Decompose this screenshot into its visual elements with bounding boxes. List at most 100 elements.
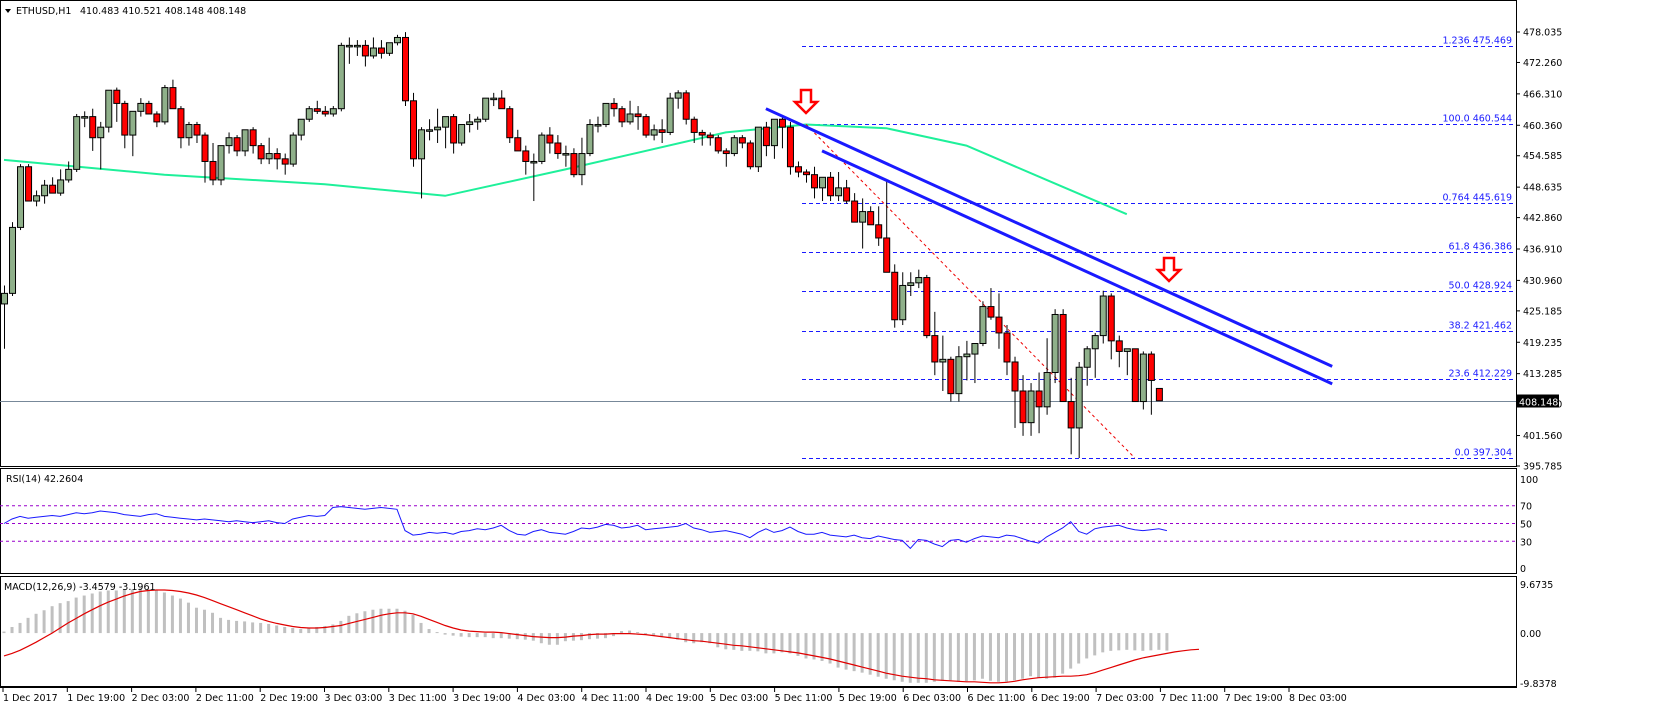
candle[interactable] (851, 193, 859, 223)
candle[interactable] (923, 274, 931, 339)
candle[interactable] (514, 129, 522, 152)
candle[interactable] (1099, 290, 1107, 344)
candle[interactable] (626, 100, 634, 125)
candle[interactable] (1003, 325, 1011, 376)
candle[interactable] (129, 110, 137, 157)
candle[interactable] (554, 135, 562, 159)
candle[interactable] (562, 145, 570, 167)
candle[interactable] (1035, 372, 1043, 434)
candle[interactable] (65, 161, 73, 183)
candle[interactable] (1019, 375, 1027, 436)
candle[interactable] (522, 145, 530, 175)
candle[interactable] (490, 92, 498, 107)
candle[interactable] (265, 137, 273, 165)
candle[interactable] (706, 132, 714, 146)
candle[interactable] (602, 102, 610, 128)
candle[interactable] (1, 285, 8, 349)
collapse-triangle-icon[interactable] (5, 9, 11, 13)
macd-chart[interactable] (2, 588, 1200, 684)
resistance-trendline[interactable] (765, 107, 1333, 368)
candle[interactable] (450, 113, 458, 154)
candle[interactable] (113, 87, 121, 122)
candle[interactable] (538, 132, 546, 165)
candle[interactable] (233, 135, 241, 157)
candle[interactable] (321, 106, 329, 117)
candle[interactable] (458, 124, 466, 146)
candle[interactable] (650, 124, 658, 141)
candle[interactable] (1115, 335, 1123, 368)
candle[interactable] (827, 172, 835, 202)
candle[interactable] (89, 108, 97, 151)
candle[interactable] (161, 84, 169, 125)
candle[interactable] (899, 272, 907, 326)
candle[interactable] (297, 118, 305, 141)
candle[interactable] (578, 137, 586, 186)
candle[interactable] (666, 92, 674, 136)
candle[interactable] (121, 100, 129, 149)
candle[interactable] (1043, 338, 1051, 415)
candle[interactable] (185, 121, 193, 146)
candle[interactable] (915, 269, 923, 289)
candle[interactable] (746, 140, 754, 170)
candle[interactable] (1051, 309, 1059, 384)
candle[interactable] (907, 272, 915, 297)
candle[interactable] (73, 113, 81, 173)
candle[interactable] (955, 346, 963, 402)
candle[interactable] (273, 148, 281, 170)
candle[interactable] (891, 264, 899, 328)
candle[interactable] (794, 161, 802, 178)
candle[interactable] (947, 356, 955, 402)
candle[interactable] (329, 106, 337, 117)
candle[interactable] (618, 106, 626, 128)
rsi-chart[interactable] (0, 505, 1516, 550)
candle[interactable] (722, 148, 730, 167)
candle[interactable] (1139, 351, 1147, 410)
candle[interactable] (819, 176, 827, 202)
candle[interactable] (594, 116, 602, 133)
candle[interactable] (426, 119, 434, 141)
candle[interactable] (25, 164, 33, 202)
candle[interactable] (9, 222, 17, 297)
candle[interactable] (762, 121, 770, 157)
candle[interactable] (1091, 332, 1099, 378)
candle[interactable] (17, 164, 25, 231)
candle[interactable] (931, 311, 939, 376)
candle[interactable] (1147, 351, 1155, 415)
candle[interactable] (482, 97, 490, 122)
candle[interactable] (682, 90, 690, 125)
candle[interactable] (41, 179, 49, 204)
candle[interactable] (610, 98, 618, 117)
candle[interactable] (714, 135, 722, 154)
price-chart[interactable]: 1.236 475.469 100.0 460.544 0.764 445.619 6… (0, 32, 1516, 459)
candle[interactable] (377, 40, 385, 59)
candle[interactable] (859, 198, 867, 249)
candle[interactable] (1083, 346, 1091, 386)
candle[interactable] (177, 106, 185, 149)
candle[interactable] (835, 172, 843, 202)
candle[interactable] (418, 127, 426, 199)
resistance-trendline[interactable] (821, 149, 1333, 386)
candle[interactable] (434, 108, 442, 143)
candle[interactable] (257, 142, 265, 165)
candle[interactable] (49, 177, 57, 194)
candle[interactable] (385, 42, 393, 56)
candle[interactable] (393, 34, 401, 46)
candle[interactable] (169, 79, 177, 110)
candle[interactable] (843, 179, 851, 204)
candle[interactable] (1027, 383, 1035, 436)
candle[interactable] (337, 42, 345, 112)
candle[interactable] (33, 190, 41, 207)
candle[interactable] (498, 90, 506, 110)
candle[interactable] (281, 153, 289, 175)
candle[interactable] (353, 40, 361, 56)
candle[interactable] (402, 32, 409, 107)
candle[interactable] (642, 113, 650, 138)
candle[interactable] (193, 121, 201, 143)
candle[interactable] (995, 293, 1003, 349)
candle[interactable] (1011, 356, 1019, 428)
candle[interactable] (987, 288, 995, 320)
candle[interactable] (730, 135, 738, 157)
candle[interactable] (81, 111, 89, 128)
candle[interactable] (883, 179, 891, 273)
candle[interactable] (474, 116, 482, 130)
